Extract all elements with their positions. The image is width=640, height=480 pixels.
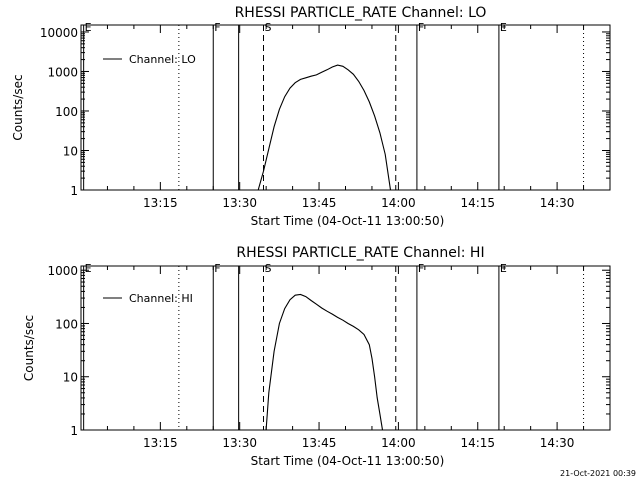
event-marker-label-1-0: E [85,262,92,275]
event-marker-label-1-4: S [265,262,272,275]
x-tick-label-1-2: 13:45 [302,436,337,450]
series-line-0-0 [257,64,392,191]
series-line-1-0 [265,293,384,431]
x-axis-label-0: Start Time (04-Oct-11 13:00:50) [251,214,445,228]
x-tick-label-0-4: 14:15 [460,196,495,210]
y-tick-label-0-0: 1 [70,184,78,198]
x-tick-label-1-4: 14:15 [460,436,495,450]
y-tick-label-1-3: 1000 [47,264,78,278]
x-tick-label-1-0: 13:15 [143,436,178,450]
y-tick-label-0-3: 1000 [47,65,78,79]
legend-label-1: Channel: HI [129,292,193,305]
y-tick-label-0-2: 100 [55,105,78,119]
x-axis-label-1: Start Time (04-Oct-11 13:00:50) [251,454,445,468]
event-marker-label-0-7: E [500,21,507,34]
x-tick-label-0-1: 13:30 [222,196,257,210]
y-tick-label-1-1: 10 [63,371,78,385]
plot-frame-0 [80,24,611,191]
y-axis-label-1: Counts/sec [22,315,36,381]
event-marker-label-1-6: F [418,262,424,275]
event-marker-label-0-0: E [85,21,92,34]
legend-label-0: Channel: LO [129,53,196,66]
x-tick-label-1-1: 13:30 [222,436,257,450]
y-axis-label-0: Counts/sec [11,74,25,140]
plot-frame-1 [80,265,611,431]
event-marker-label-0-4: S [265,21,272,34]
y-tick-label-1-0: 1 [70,424,78,438]
chart-title-0: RHESSI PARTICLE_RATE Channel: LO [235,5,487,21]
x-tick-label-0-2: 13:45 [302,196,337,210]
event-marker-label-0-6: F [418,21,424,34]
x-tick-label-1-3: 14:00 [381,436,416,450]
y-tick-label-0-1: 10 [63,144,78,158]
y-tick-label-1-2: 100 [55,317,78,331]
x-tick-label-0-3: 14:00 [381,196,416,210]
event-marker-label-1-2: F [214,262,220,275]
x-tick-label-1-5: 14:30 [540,436,575,450]
event-marker-label-0-2: F [214,21,220,34]
x-tick-label-0-5: 14:30 [540,196,575,210]
y-tick-label-0-4: 10000 [40,26,78,40]
event-marker-label-1-7: E [500,262,507,275]
x-tick-label-0-0: 13:15 [143,196,178,210]
footer-timestamp: 21-Oct-2021 00:39 [560,469,636,478]
chart-title-1: RHESSI PARTICLE_RATE Channel: HI [236,245,484,261]
